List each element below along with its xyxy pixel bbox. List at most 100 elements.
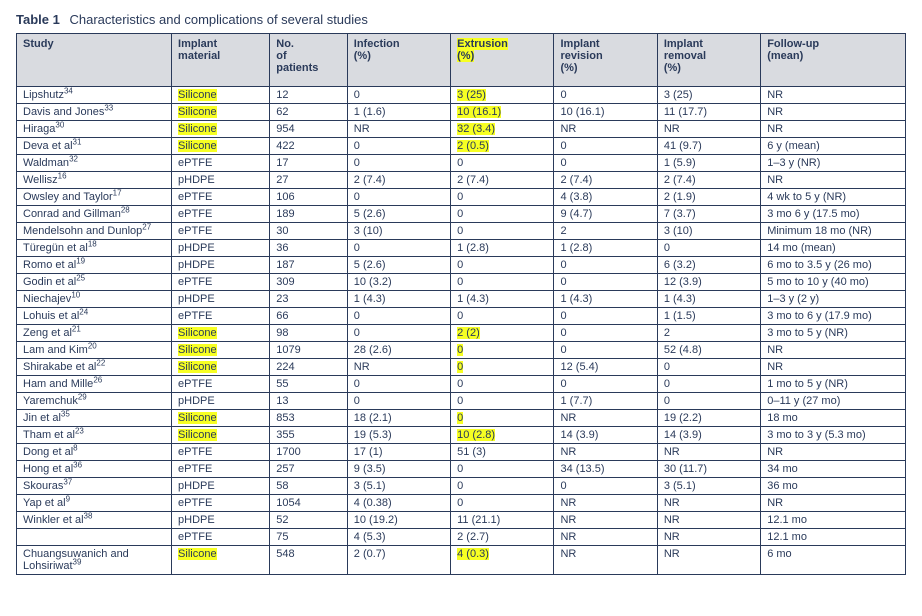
table-row: Yap et al9ePTFE10544 (0.38)0NRNRNR: [17, 495, 906, 512]
cell: 12: [270, 87, 348, 104]
table-row: Yaremchuk29pHDPE13001 (7.7)00–11 y (27 m…: [17, 393, 906, 410]
cell: 1 (4.3): [451, 291, 554, 308]
cell: 12 (5.4): [554, 359, 657, 376]
cell: 853: [270, 410, 348, 427]
cell: pHDPE: [172, 478, 270, 495]
cell: 11 (17.7): [657, 104, 760, 121]
cell-study: Owsley and Taylor17: [17, 189, 172, 206]
cell: 75: [270, 529, 348, 546]
table-row: Davis and Jones33Silicone621 (1.6)10 (16…: [17, 104, 906, 121]
cell: 9 (3.5): [347, 461, 450, 478]
table-row: Godin et al25ePTFE30910 (3.2)0012 (3.9)5…: [17, 274, 906, 291]
cell: Silicone: [172, 104, 270, 121]
table-head: StudyImplantmaterialNo.ofpatientsInfecti…: [17, 34, 906, 87]
cell: 548: [270, 546, 348, 575]
cell: 17: [270, 155, 348, 172]
cell: 5 (2.6): [347, 257, 450, 274]
table-body: Lipshutz34Silicone1203 (25)03 (25)NRDavi…: [17, 87, 906, 575]
cell: 0: [451, 189, 554, 206]
table-row: Conrad and Gillman28ePTFE1895 (2.6)09 (4…: [17, 206, 906, 223]
cell: Silicone: [172, 138, 270, 155]
cell: 18 mo: [761, 410, 906, 427]
cell-study: Hong et al36: [17, 461, 172, 478]
cell: 4 (0.38): [347, 495, 450, 512]
cell: 52 (4.8): [657, 342, 760, 359]
cell: 0: [347, 308, 450, 325]
cell: NR: [554, 529, 657, 546]
cell: 5 (2.6): [347, 206, 450, 223]
cell-study: Hiraga30: [17, 121, 172, 138]
cell-study: Zeng et al21: [17, 325, 172, 342]
cell: 0: [554, 308, 657, 325]
cell: 1054: [270, 495, 348, 512]
cell: 10 (19.2): [347, 512, 450, 529]
table-row: Wellisz16pHDPE272 (7.4)2 (7.4)2 (7.4)2 (…: [17, 172, 906, 189]
cell: 2 (7.4): [657, 172, 760, 189]
cell: NR: [761, 342, 906, 359]
cell: 106: [270, 189, 348, 206]
cell: 0: [451, 155, 554, 172]
cell-study: Yaremchuk29: [17, 393, 172, 410]
cell-study: Winkler et al38: [17, 512, 172, 529]
cell: 2 (0.5): [451, 138, 554, 155]
cell: ePTFE: [172, 206, 270, 223]
cell: 0: [451, 257, 554, 274]
cell: Silicone: [172, 410, 270, 427]
cell-study: Niechajev10: [17, 291, 172, 308]
cell: Silicone: [172, 427, 270, 444]
table-row: Mendelsohn and Dunlop27ePTFE303 (10)023 …: [17, 223, 906, 240]
table-row: Romo et al19pHDPE1875 (2.6)006 (3.2)6 mo…: [17, 257, 906, 274]
cell: 2 (7.4): [554, 172, 657, 189]
cell: 0: [451, 223, 554, 240]
cell: 0: [451, 495, 554, 512]
cell: NR: [761, 495, 906, 512]
cell: pHDPE: [172, 291, 270, 308]
cell: 0: [347, 189, 450, 206]
cell: 2 (2): [451, 325, 554, 342]
cell: 2 (1.9): [657, 189, 760, 206]
cell-study: Ham and Mille26: [17, 376, 172, 393]
cell-study: Conrad and Gillman28: [17, 206, 172, 223]
cell: NR: [657, 444, 760, 461]
cell: 1079: [270, 342, 348, 359]
cell: pHDPE: [172, 393, 270, 410]
cell: 10 (2.8): [451, 427, 554, 444]
cell: 34 (13.5): [554, 461, 657, 478]
cell: 5 mo to 10 y (40 mo): [761, 274, 906, 291]
cell: NR: [554, 444, 657, 461]
cell: 3 mo to 3 y (5.3 mo): [761, 427, 906, 444]
cell: NR: [761, 87, 906, 104]
cell-study: Yap et al9: [17, 495, 172, 512]
cell: 58: [270, 478, 348, 495]
cell: 3 (10): [347, 223, 450, 240]
cell: 0: [451, 376, 554, 393]
cell: ePTFE: [172, 274, 270, 291]
cell: 10 (16.1): [554, 104, 657, 121]
cell: 4 wk to 5 y (NR): [761, 189, 906, 206]
cell: 0: [347, 376, 450, 393]
cell: 3 (5.1): [347, 478, 450, 495]
cell: 0: [347, 87, 450, 104]
cell: 32 (3.4): [451, 121, 554, 138]
table-row: Niechajev10pHDPE231 (4.3)1 (4.3)1 (4.3)1…: [17, 291, 906, 308]
table-row: Ham and Mille26ePTFE5500001 mo to 5 y (N…: [17, 376, 906, 393]
cell: 3 mo 6 y (17.5 mo): [761, 206, 906, 223]
cell: 7 (3.7): [657, 206, 760, 223]
table-row: Shirakabe et al22Silicone224NR012 (5.4)0…: [17, 359, 906, 376]
table-row: Tham et al23Silicone35519 (5.3)10 (2.8)1…: [17, 427, 906, 444]
cell: 257: [270, 461, 348, 478]
table-row: Lohuis et al24ePTFE660001 (1.5)3 mo to 6…: [17, 308, 906, 325]
table-row: ePTFE754 (5.3)2 (2.7)NRNR12.1 mo: [17, 529, 906, 546]
cell: 0: [347, 155, 450, 172]
cell: 0: [554, 376, 657, 393]
cell: 36: [270, 240, 348, 257]
cell: Silicone: [172, 87, 270, 104]
table-row: Dong et al8ePTFE170017 (1)51 (3)NRNRNR: [17, 444, 906, 461]
cell: pHDPE: [172, 240, 270, 257]
cell: 1 (1.6): [347, 104, 450, 121]
table-row: Türegün et al18pHDPE3601 (2.8)1 (2.8)014…: [17, 240, 906, 257]
cell: 2 (7.4): [451, 172, 554, 189]
cell: 0: [657, 359, 760, 376]
cell-study: Tham et al23: [17, 427, 172, 444]
cell: 13: [270, 393, 348, 410]
